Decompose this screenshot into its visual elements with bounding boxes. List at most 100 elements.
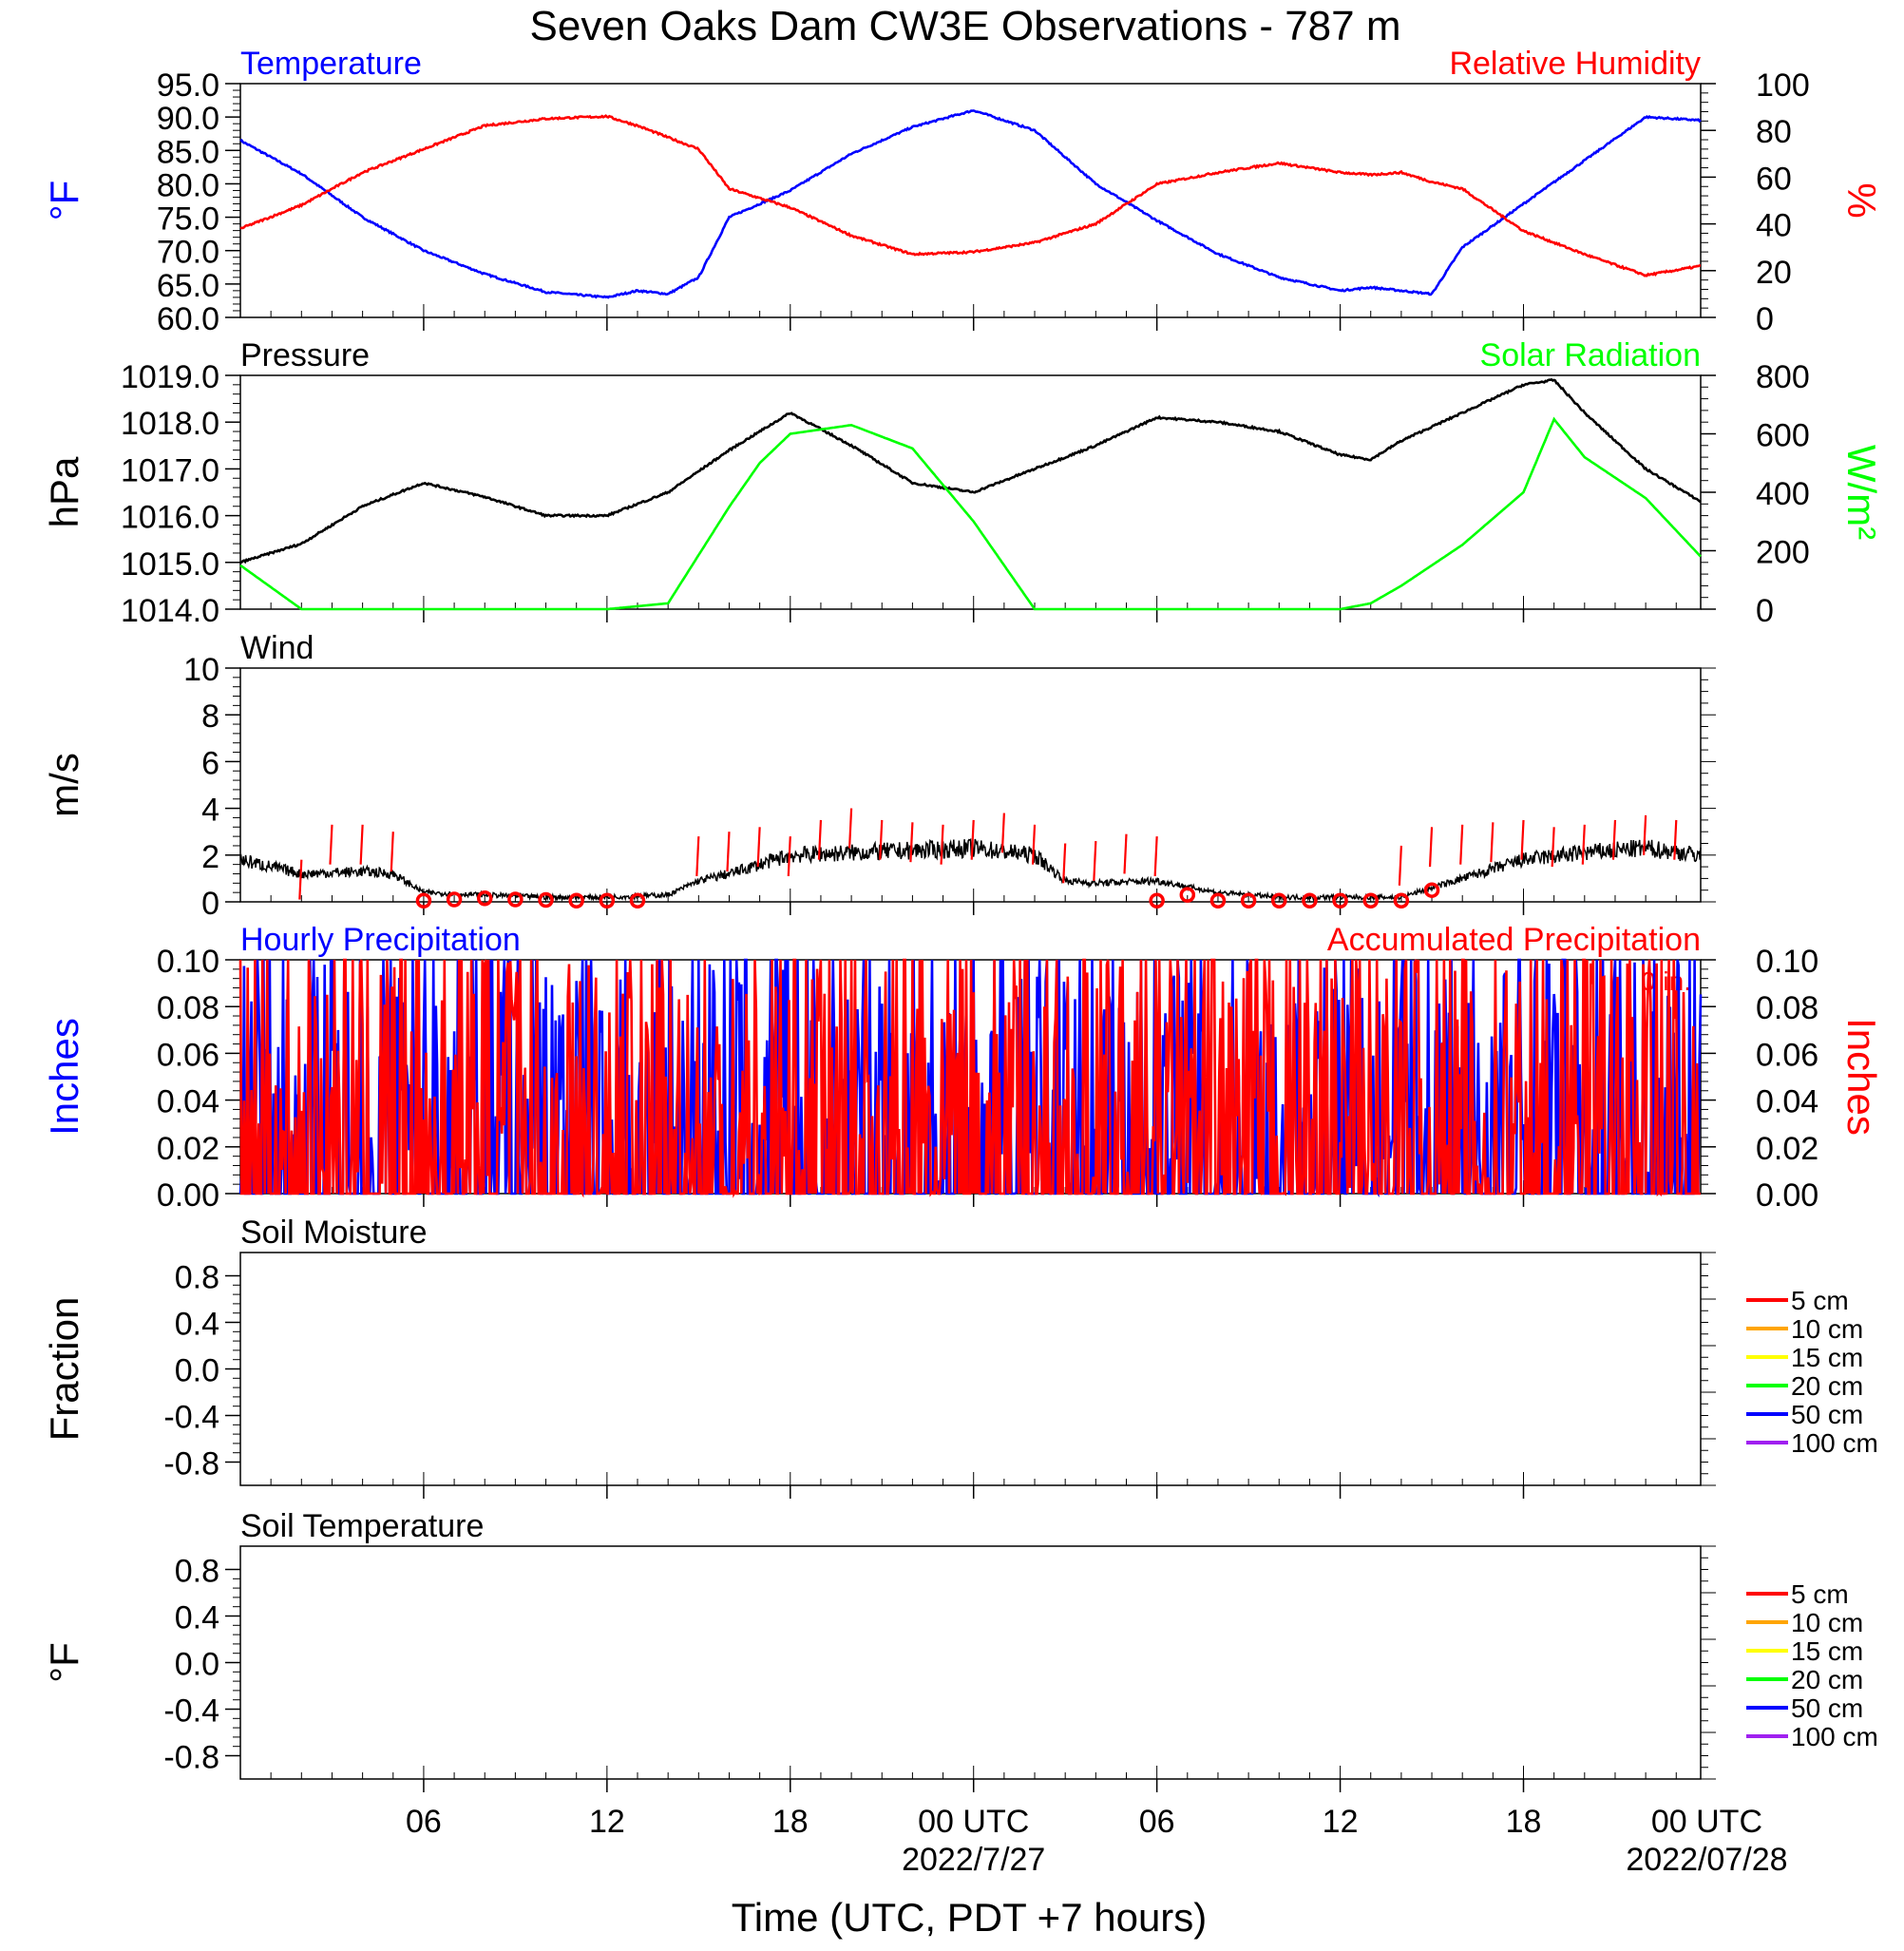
y-tick-label-left: 1017.0	[121, 452, 219, 488]
y-tick-label-left: 1018.0	[121, 406, 219, 442]
y-tick-label-left: -0.4	[163, 1693, 219, 1730]
panel-right-title: Accumulated Precipitation	[1327, 922, 1701, 958]
wind-gust-mark	[1000, 813, 1005, 853]
wind-gust-mark	[879, 819, 884, 860]
y-tick-label-left: 0.8	[175, 1554, 219, 1590]
y-tick-label-left: 1015.0	[121, 546, 219, 583]
wind-gust-mark	[1581, 824, 1586, 865]
wind-calm-marker	[1302, 892, 1318, 909]
y-tick-label-left: 95.0	[157, 67, 219, 104]
y-axis-label-left: hPa	[42, 456, 86, 527]
legend-label: 20 cm	[1791, 1665, 1863, 1694]
wind-gust-mark	[726, 832, 731, 872]
x-tick-label: 18	[1506, 1804, 1542, 1840]
y-tick-label-right: 0.00	[1756, 1177, 1818, 1214]
y-tick-label-right: 100	[1756, 67, 1810, 104]
x-tick-label: 12	[589, 1804, 625, 1840]
wind-gust-mark	[847, 808, 853, 849]
y-tick-label-right: 400	[1756, 476, 1810, 512]
y-tick-label-right: 200	[1756, 535, 1810, 571]
wind-calm-marker	[1149, 892, 1165, 909]
panel-left-title: Soil Moisture	[240, 1215, 428, 1251]
panel-left-title: Soil Temperature	[240, 1508, 484, 1544]
x-tick-label: 18	[772, 1804, 809, 1840]
legend-label: 10 cm	[1791, 1314, 1863, 1344]
wind-calm-marker	[568, 892, 584, 909]
y-tick-label-left: 90.0	[157, 101, 219, 137]
y-tick-label-right: 0.08	[1756, 990, 1818, 1026]
legend-label: 5 cm	[1791, 1579, 1849, 1609]
y-tick-label-left: 0.08	[157, 990, 219, 1026]
y-axis-label-left: Fraction	[42, 1297, 86, 1442]
y-axis-label-right: W/m²	[1839, 445, 1884, 540]
y-tick-label-left: 60.0	[157, 301, 219, 337]
wind-calm-marker	[538, 891, 554, 909]
wind-calm-marker	[629, 892, 646, 909]
y-tick-label-left: 0.02	[157, 1131, 219, 1167]
series-line-temperature	[239, 109, 1702, 299]
wind-gust-mark	[787, 836, 791, 876]
y-tick-label-left: 1019.0	[121, 359, 219, 395]
y-tick-label-left: 0.0	[175, 1353, 219, 1389]
y-axis-label-left: °F	[42, 181, 86, 220]
y-tick-label-right: 600	[1756, 418, 1810, 454]
legend-label: 15 cm	[1791, 1343, 1863, 1372]
wind-gust-mark	[1520, 819, 1525, 860]
y-tick-label-left: -0.8	[163, 1740, 219, 1776]
series-line-accumulated-precipitation	[238, 958, 1701, 1198]
legend-label: 15 cm	[1791, 1636, 1863, 1666]
y-axis-label-left: Inches	[42, 1018, 86, 1136]
panel-5: -0.8 -0.4 0.0 0.4 0.8 Soil Moisture Fraction 5 …	[42, 1215, 1878, 1499]
legend-label: 10 cm	[1791, 1608, 1863, 1637]
series-line-relative-humidity	[239, 114, 1702, 277]
wind-gust-mark	[1673, 819, 1678, 860]
series-line-pressure	[239, 377, 1702, 564]
wind-calm-marker	[415, 892, 432, 909]
panel-4: 0.00 0.02 0.04 0.06 0.08 0.10 0.00 0.02 0.04 0.06…	[42, 922, 1884, 1214]
y-tick-label-left: 10	[183, 652, 219, 688]
chart-title: Seven Oaks Dam CW3E Observations - 787 m	[530, 3, 1401, 49]
wind-gust-mark	[390, 832, 394, 872]
y-tick-label-right: 0	[1756, 593, 1774, 629]
y-tick-label-left: 0.4	[175, 1600, 219, 1636]
y-tick-label-left: 2	[201, 839, 219, 875]
y-tick-label-right: 0	[1756, 301, 1774, 337]
wind-gust-mark	[909, 822, 914, 863]
wind-calm-marker	[1362, 892, 1379, 909]
wind-calm-marker	[446, 891, 463, 908]
y-tick-label-left: 8	[201, 698, 219, 735]
y-tick-label-left: 0	[201, 886, 219, 922]
wind-gust-mark	[1398, 845, 1402, 886]
wind-calm-marker	[507, 891, 524, 908]
y-tick-label-right: 80	[1756, 114, 1792, 150]
y-tick-label-left: 0.4	[175, 1307, 219, 1343]
y-tick-label-left: 6	[201, 745, 219, 781]
x-tick-label: 06	[406, 1804, 442, 1840]
y-tick-label-right: 20	[1756, 255, 1792, 291]
plot-frame	[239, 1252, 1702, 1486]
y-tick-label-right: 0.06	[1756, 1037, 1818, 1073]
wind-calm-marker	[1240, 892, 1257, 909]
wind-gust-mark	[1062, 843, 1067, 884]
x-tick-label: 12	[1323, 1804, 1359, 1840]
y-tick-label-right: 800	[1756, 359, 1810, 395]
legend-label: 20 cm	[1791, 1371, 1863, 1401]
legend-label: 50 cm	[1791, 1693, 1863, 1723]
y-tick-label-left: -0.8	[163, 1446, 219, 1482]
y-tick-label-right: 60	[1756, 161, 1792, 197]
panel-left-title: Wind	[240, 630, 314, 666]
chart-panels: 60.065.070.075.080.085.090.095.002040608…	[42, 46, 1884, 1792]
wind-gust-mark	[329, 824, 333, 865]
y-tick-label-left: 4	[201, 793, 219, 829]
wind-gust-mark	[1490, 822, 1495, 863]
wind-gust-mark	[1031, 824, 1037, 865]
wind-calm-marker	[1271, 892, 1287, 909]
wind-gust-mark	[817, 819, 823, 860]
legend-label: 100 cm	[1791, 1428, 1878, 1458]
panel-left-title: Pressure	[240, 337, 370, 373]
y-tick-label-left: 0.06	[157, 1037, 219, 1073]
panel-left-title: Hourly Precipitation	[240, 922, 521, 958]
